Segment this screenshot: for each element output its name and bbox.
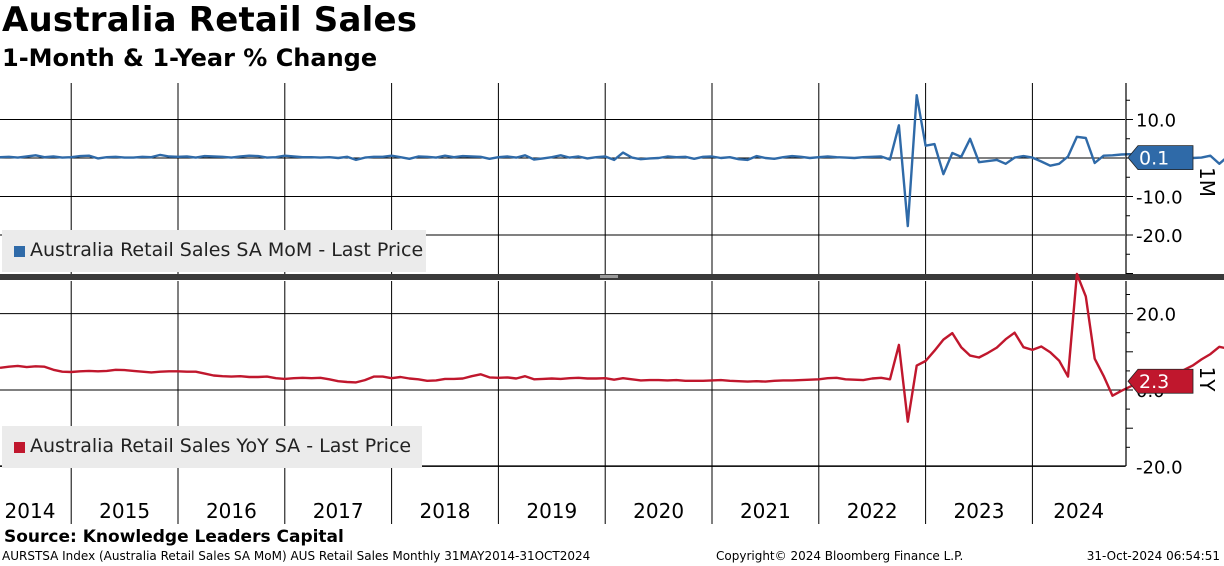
x-tick-label: 2024 (1053, 499, 1104, 523)
source-note: Source: Knowledge Leaders Capital (4, 527, 344, 547)
legend-label-mom: Australia Retail Sales SA MoM - Last Pri… (30, 239, 424, 261)
panel-label: 1M (1195, 167, 1219, 197)
axis-layer: 10.0-10.0-20.00.11M20.00.0-20.02.31Y2014… (0, 83, 1219, 524)
y-tick-label: -20.0 (1136, 457, 1183, 478)
chart-title: Australia Retail Sales (2, 0, 418, 40)
legend-swatch-mom (14, 246, 25, 257)
x-tick-label: 2023 (954, 499, 1005, 523)
legend-mom: Australia Retail Sales SA MoM - Last Pri… (2, 230, 426, 272)
legend-label-yoy: Australia Retail Sales YoY SA - Last Pri… (30, 435, 412, 457)
x-tick-label: 2016 (206, 499, 257, 523)
last-value-flag (1127, 368, 1194, 394)
last-value-label: 2.3 (1139, 371, 1169, 393)
legend-swatch-yoy (14, 442, 25, 453)
x-tick-label: 2019 (526, 499, 577, 523)
panel-divider-handle (600, 275, 618, 278)
x-tick-label: 2017 (313, 499, 364, 523)
x-tick-label: 2022 (847, 499, 898, 523)
last-value-label: 0.1 (1139, 148, 1169, 170)
y-tick-label: 10.0 (1136, 111, 1176, 132)
series-line-1Y (0, 272, 1224, 423)
x-tick-label: 2015 (99, 499, 150, 523)
panel-label: 1Y (1195, 367, 1219, 393)
footer-timestamp: 31-Oct-2024 06:54:51 (1086, 549, 1220, 563)
footer-index-description: AURSTSA Index (Australia Retail Sales SA… (2, 549, 591, 563)
grid-layer (0, 83, 1224, 467)
x-tick-label: 2014 (5, 499, 56, 523)
chart-subtitle: 1-Month & 1-Year % Change (2, 44, 378, 72)
y-tick-label: -20.0 (1136, 226, 1183, 247)
series-layer (0, 93, 1224, 423)
series-line-1M (0, 93, 1224, 228)
y-tick-label: -10.0 (1136, 188, 1183, 209)
legend-yoy: Australia Retail Sales YoY SA - Last Pri… (2, 426, 422, 468)
x-tick-label: 2021 (740, 499, 791, 523)
x-tick-label: 2018 (420, 499, 471, 523)
y-tick-label: 20.0 (1136, 305, 1176, 326)
last-value-flag (1127, 145, 1194, 171)
x-tick-label: 2020 (633, 499, 684, 523)
footer-copyright: Copyright© 2024 Bloomberg Finance L.P. (716, 549, 964, 563)
